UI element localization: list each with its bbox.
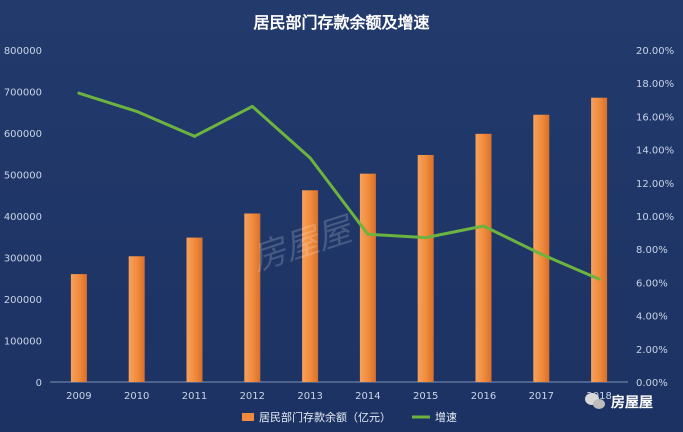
legend-label-bar: 居民部门存款余额（亿元） xyxy=(259,410,391,424)
bar-2011 xyxy=(186,237,203,382)
growth-point-2009 xyxy=(77,91,81,95)
y-left-tick-label: 700000 xyxy=(4,88,42,99)
bar-2013 xyxy=(302,190,319,382)
y-right-tick-label: 16.00% xyxy=(636,112,674,123)
bar-2010 xyxy=(128,256,145,382)
bar-2015 xyxy=(417,154,434,382)
x-tick-label: 2014 xyxy=(355,391,380,402)
growth-point-2014 xyxy=(366,232,370,236)
y-right-tick-label: 14.00% xyxy=(636,146,674,157)
y-right-tick-label: 12.00% xyxy=(636,179,674,190)
legend-swatch-bar xyxy=(242,413,254,421)
x-tick-label: 2010 xyxy=(124,391,149,402)
y-left-tick-label: 400000 xyxy=(4,212,42,223)
bar-2014 xyxy=(359,173,376,382)
y-right-axis: 0.00% 2.00% 4.00% 6.00% 8.00% 10.00% 12.00% 14.… xyxy=(636,46,674,389)
wechat-icon xyxy=(585,393,605,409)
y-left-tick-label: 500000 xyxy=(4,171,42,182)
growth-point-2016 xyxy=(482,224,485,228)
growth-point-2017 xyxy=(539,252,543,256)
y-right-tick-label: 18.00% xyxy=(636,79,674,90)
y-left-tick-label: 800000 xyxy=(4,46,42,57)
bar-2016 xyxy=(475,133,492,382)
growth-point-2018 xyxy=(597,277,601,281)
bar-series xyxy=(70,97,608,383)
legend-label-line: 增速 xyxy=(435,410,457,424)
legend: 居民部门存款余额（亿元） 增速 xyxy=(242,410,457,424)
line-series xyxy=(77,91,601,281)
chart-title: 居民部门存款余额及增速 xyxy=(253,13,429,32)
x-axis: 2009 2010 2011 2012 2013 2014 2015 2016 2017 2018 xyxy=(66,391,612,402)
y-right-tick-label: 10.00% xyxy=(636,212,674,223)
brand-text: 房屋屋 xyxy=(611,394,653,411)
y-left-tick-label: 600000 xyxy=(4,129,42,140)
y-right-tick-label: 0.00% xyxy=(636,378,668,389)
x-tick-label: 2017 xyxy=(529,391,554,402)
brand-watermark: 房屋屋 xyxy=(585,393,653,411)
x-tick-label: 2011 xyxy=(182,391,207,402)
growth-point-2013 xyxy=(308,156,312,160)
y-left-tick-label: 100000 xyxy=(4,337,42,348)
y-right-tick-label: 4.00% xyxy=(636,312,668,323)
y-right-tick-label: 20.00% xyxy=(636,46,674,57)
x-tick-label: 2015 xyxy=(413,391,438,402)
y-left-tick-label: 200000 xyxy=(4,295,42,306)
x-tick-label: 2012 xyxy=(240,391,265,402)
x-tick-label: 2013 xyxy=(297,391,322,402)
x-tick-label: 2016 xyxy=(471,391,496,402)
y-left-tick-label: 0 xyxy=(36,378,42,389)
y-right-tick-label: 6.00% xyxy=(636,278,668,289)
growth-point-2015 xyxy=(424,236,428,240)
growth-line xyxy=(78,91,600,281)
bar-2009 xyxy=(70,274,87,382)
growth-point-2012 xyxy=(250,104,254,108)
growth-point-2011 xyxy=(193,134,196,138)
x-tick-label: 2009 xyxy=(66,391,91,402)
bar-2017 xyxy=(533,114,550,383)
x-tick-label: 2018 xyxy=(586,391,611,402)
growth-point-2010 xyxy=(135,109,139,113)
y-left-tick-label: 300000 xyxy=(4,254,42,265)
bar-2018 xyxy=(591,97,608,382)
y-right-tick-label: 2.00% xyxy=(636,345,668,356)
y-left-axis: 0 100000 200000 300000 400000 500000 600000 700… xyxy=(4,46,42,389)
bar-2012 xyxy=(244,213,261,382)
y-right-tick-label: 8.00% xyxy=(636,245,668,256)
